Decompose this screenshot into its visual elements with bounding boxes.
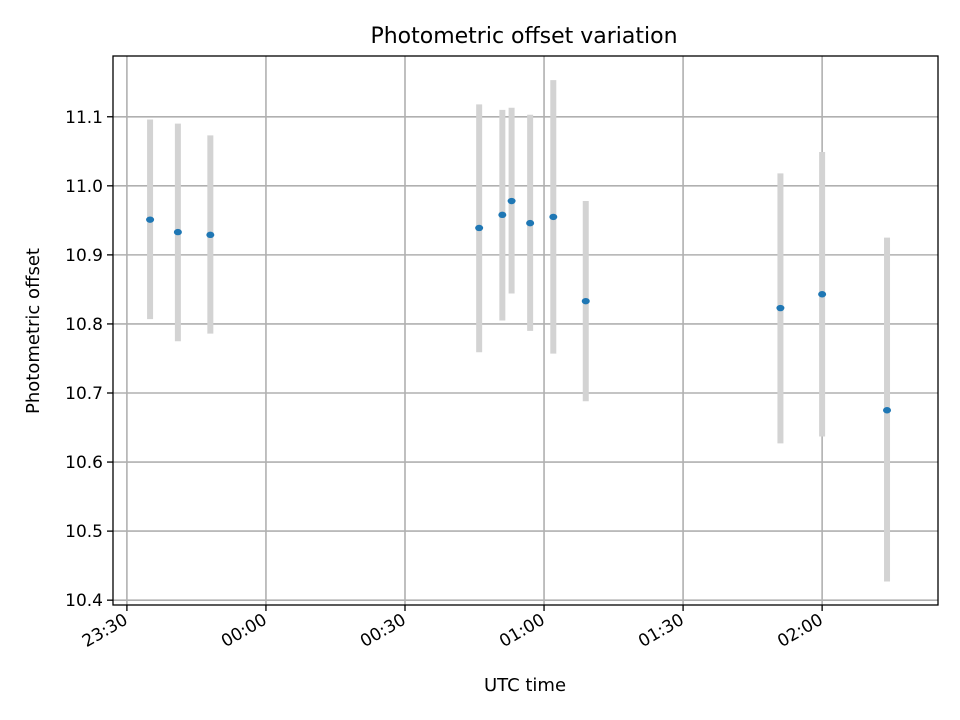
grid: [113, 56, 938, 605]
x-axis-label: UTC time: [484, 675, 566, 696]
y-tick-label: 10.9: [65, 246, 103, 266]
y-tick-label: 10.6: [65, 453, 103, 473]
data-point: [475, 224, 484, 232]
y-tick-label: 10.8: [65, 315, 103, 335]
y-tick-label: 10.5: [65, 522, 103, 542]
data-point: [507, 197, 516, 205]
data-point: [818, 291, 827, 298]
y-tick-label: 10.7: [65, 384, 103, 404]
chart-title: Photometric offset variation: [370, 24, 677, 49]
y-tick-label: 11.0: [65, 177, 103, 197]
y-axis-label: Photometric offset: [23, 248, 44, 414]
y-tick-label: 11.1: [65, 108, 103, 128]
data-point: [883, 407, 892, 414]
plot-frame: [112, 55, 939, 606]
y-tick-label: 10.4: [65, 591, 103, 611]
data-point: [581, 297, 590, 305]
data-point: [146, 216, 155, 223]
data-point: [498, 211, 507, 219]
data-point: [526, 219, 535, 227]
data-points: [146, 197, 892, 414]
data-point: [173, 228, 182, 236]
data-point: [206, 231, 215, 239]
data-point: [776, 304, 785, 312]
data-point: [549, 213, 558, 221]
